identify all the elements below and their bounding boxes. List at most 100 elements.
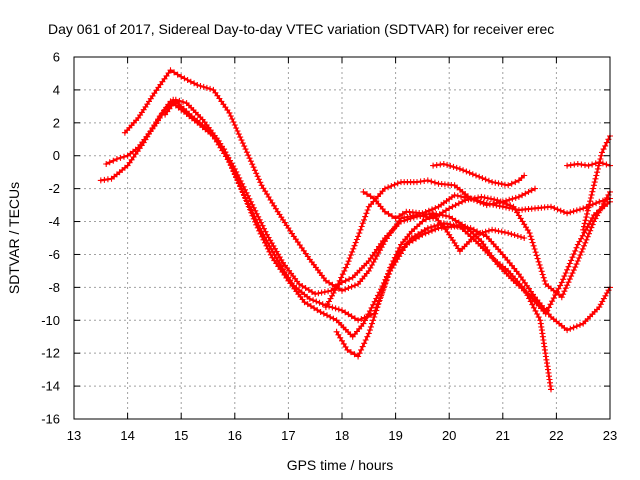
data-point xyxy=(191,80,198,87)
data-point xyxy=(501,181,508,188)
data-point xyxy=(489,179,496,186)
data-point xyxy=(548,386,554,393)
data-point xyxy=(495,180,502,187)
data-point xyxy=(602,142,609,149)
x-tick-label: 17 xyxy=(281,428,295,443)
data-point xyxy=(577,252,584,258)
data-point xyxy=(356,230,363,237)
data-point xyxy=(435,217,442,224)
data-point xyxy=(414,179,420,186)
data-point xyxy=(419,210,426,217)
data-point xyxy=(466,169,473,176)
data-point xyxy=(573,261,580,268)
data-point xyxy=(238,137,245,144)
data-point xyxy=(256,216,263,223)
data-point xyxy=(549,298,556,305)
data-point xyxy=(103,161,110,167)
data-point xyxy=(255,176,262,183)
data-point xyxy=(369,320,375,327)
data-point xyxy=(305,287,312,293)
data-point xyxy=(207,85,214,92)
data-point xyxy=(455,200,462,207)
y-tick-label: 0 xyxy=(53,148,60,163)
data-point xyxy=(573,323,580,330)
data-point xyxy=(572,264,579,271)
data-point xyxy=(249,212,256,219)
data-point xyxy=(599,197,606,204)
data-point xyxy=(534,311,541,317)
data-point xyxy=(376,297,383,304)
data-point xyxy=(434,222,441,229)
data-point xyxy=(585,162,592,169)
data-point xyxy=(365,311,372,318)
data-point xyxy=(375,300,382,307)
data-point xyxy=(586,201,593,208)
data-point xyxy=(378,290,385,297)
data-point xyxy=(419,218,426,225)
data-point xyxy=(339,307,345,314)
data-point xyxy=(460,167,467,174)
series-line xyxy=(99,100,612,332)
data-point xyxy=(398,218,404,225)
data-point xyxy=(568,257,575,264)
data-point xyxy=(263,242,270,249)
x-tick-label: 18 xyxy=(335,428,349,443)
data-point xyxy=(593,172,600,179)
data-point xyxy=(351,315,358,322)
data-point xyxy=(551,205,558,212)
data-point xyxy=(394,180,401,187)
data-point xyxy=(479,229,486,236)
data-point xyxy=(416,233,423,240)
data-point xyxy=(589,188,596,195)
data-point xyxy=(243,197,250,204)
data-point xyxy=(493,200,500,207)
data-point xyxy=(476,230,483,237)
data-point xyxy=(535,314,542,321)
data-point xyxy=(413,235,419,242)
data-point xyxy=(539,271,546,278)
data-point xyxy=(532,249,539,256)
data-point xyxy=(385,210,392,217)
data-point xyxy=(566,276,573,283)
data-point xyxy=(424,225,431,232)
data-point xyxy=(249,161,256,168)
data-point xyxy=(480,200,487,207)
series-9 xyxy=(564,159,613,169)
tick-labels: 13 14 15 16 17 18 19 20 21 22 23-16-14-12-10-8-6-4… xyxy=(41,50,617,444)
data-point xyxy=(408,235,415,241)
data-point xyxy=(245,192,251,199)
data-point xyxy=(521,235,528,241)
data-point xyxy=(447,221,454,228)
data-point xyxy=(237,134,244,141)
data-point xyxy=(530,304,537,311)
data-point xyxy=(467,195,474,202)
data-point xyxy=(231,122,238,128)
data-point xyxy=(439,212,446,219)
data-point xyxy=(533,252,540,259)
data-point xyxy=(584,233,591,240)
data-point xyxy=(399,210,406,217)
data-point xyxy=(590,182,597,189)
data-point xyxy=(506,196,513,203)
data-point xyxy=(430,212,437,218)
data-point xyxy=(521,172,528,179)
y-tick-label: -8 xyxy=(48,280,60,295)
data-point xyxy=(570,324,577,331)
data-point xyxy=(481,194,488,201)
data-point xyxy=(451,192,458,199)
data-point xyxy=(459,198,466,205)
data-point xyxy=(326,279,333,286)
data-point xyxy=(485,227,492,234)
data-point xyxy=(431,179,438,186)
data-point xyxy=(577,206,583,213)
data-point xyxy=(342,309,349,316)
data-point xyxy=(366,327,373,334)
data-point xyxy=(349,248,356,255)
data-point xyxy=(444,220,451,227)
data-point xyxy=(362,317,368,324)
data-point xyxy=(384,274,390,281)
x-tick-label: 21 xyxy=(496,428,510,443)
data-point xyxy=(330,315,337,322)
data-point xyxy=(537,265,544,272)
